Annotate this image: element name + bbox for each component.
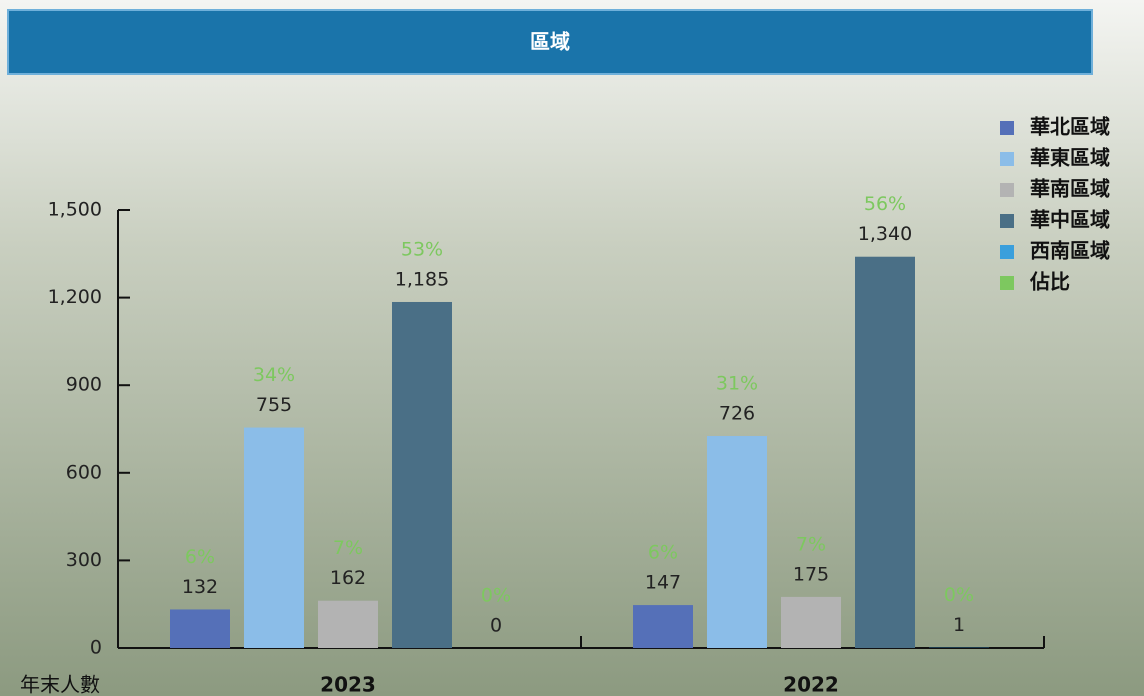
axis-label: 年末人數 xyxy=(20,673,100,696)
value-label: 162 xyxy=(330,567,366,589)
x-tick-label: 2023 xyxy=(320,673,376,696)
bar xyxy=(633,605,693,648)
share-label: 7% xyxy=(333,537,363,559)
legend-label: 西南區域 xyxy=(1030,239,1110,263)
legend-swatch xyxy=(1000,276,1014,290)
bar xyxy=(855,256,915,648)
value-label: 726 xyxy=(719,403,755,425)
bar xyxy=(707,436,767,648)
value-label: 147 xyxy=(645,572,681,594)
value-label: 0 xyxy=(490,615,502,637)
bar xyxy=(244,427,304,648)
x-tick-label: 2022 xyxy=(783,673,839,696)
value-label: 1,340 xyxy=(858,223,912,245)
legend-swatch xyxy=(1000,214,1014,228)
value-label: 132 xyxy=(182,576,218,598)
legend-swatch xyxy=(1000,121,1014,135)
bar xyxy=(170,609,230,648)
legend-swatch xyxy=(1000,152,1014,166)
share-label: 0% xyxy=(481,585,511,607)
share-label: 6% xyxy=(648,542,678,564)
share-label: 34% xyxy=(253,364,295,386)
y-tick-label: 0 xyxy=(90,637,102,659)
share-label: 56% xyxy=(864,193,906,215)
y-tick-label: 1,500 xyxy=(48,199,102,221)
value-label: 175 xyxy=(793,563,829,585)
share-label: 53% xyxy=(401,238,443,260)
y-tick-label: 900 xyxy=(66,374,102,396)
legend-label: 華南區域 xyxy=(1030,177,1110,201)
legend-label: 佔比 xyxy=(1029,270,1070,294)
bar xyxy=(318,600,378,648)
header-bar xyxy=(7,9,1093,75)
legend-label: 華東區域 xyxy=(1030,146,1110,170)
chart-title: 區域 xyxy=(530,30,570,54)
bar xyxy=(392,301,452,648)
legend-label: 華中區域 xyxy=(1030,208,1110,232)
bar xyxy=(781,596,841,648)
value-label: 1 xyxy=(953,614,965,636)
legend-swatch xyxy=(1000,183,1014,197)
share-label: 7% xyxy=(796,533,826,555)
y-tick-label: 600 xyxy=(66,461,102,483)
y-tick-label: 300 xyxy=(66,549,102,571)
legend-label: 華北區域 xyxy=(1030,115,1110,139)
y-tick-label: 1,200 xyxy=(48,286,102,308)
share-label: 31% xyxy=(716,373,758,395)
legend-swatch xyxy=(1000,245,1014,259)
value-label: 755 xyxy=(256,394,292,416)
value-label: 1,185 xyxy=(395,268,449,290)
share-label: 6% xyxy=(185,546,215,568)
share-label: 0% xyxy=(944,584,974,606)
